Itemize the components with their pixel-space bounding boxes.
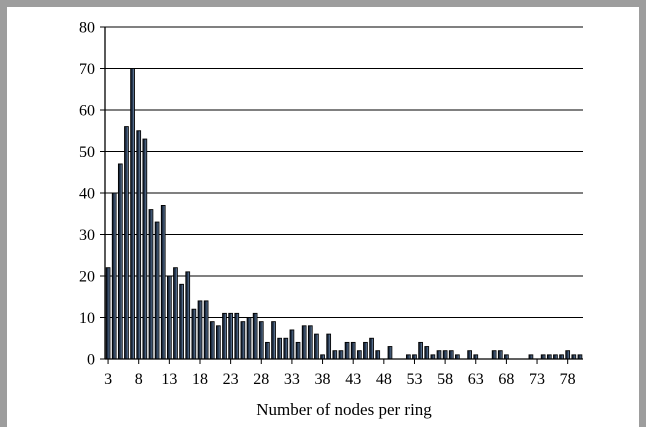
x-tick-label: 18 [192,371,208,388]
y-tick-label: 40 [79,186,95,203]
y-tick-label: 60 [79,103,95,120]
bar [234,312,240,360]
y-tick-label: 30 [79,227,95,244]
bar [326,333,332,360]
y-tick-label: 0 [87,352,95,369]
bar [111,192,117,360]
x-tick-label: 8 [135,371,143,388]
bar [497,350,503,360]
bar [124,126,129,360]
y-tick-label: 50 [79,144,95,161]
bar [344,341,350,360]
bar [222,312,227,360]
bar [197,300,203,360]
bar [105,267,111,360]
bar [448,350,454,360]
bar [179,283,184,360]
x-tick-label: 38 [315,371,331,388]
bar [307,325,313,360]
bar [436,350,442,360]
bar [363,341,368,360]
bar [467,350,472,360]
bar [130,68,135,360]
x-tick-label: 68 [498,371,514,388]
y-tick-label: 20 [79,269,95,286]
bars [105,68,583,360]
bar [418,341,423,360]
x-tick-label: 43 [345,371,361,388]
bar [491,350,497,360]
x-tick-label: 13 [161,371,177,388]
bar [369,337,374,360]
bar [271,321,276,360]
x-tick-label: 63 [468,371,484,388]
x-tick-label: 33 [284,371,300,388]
y-tick-labels: 0 10 20 30 40 50 60 70 80 [79,20,105,369]
x-tick-label: 53 [406,371,422,388]
bar [295,341,301,360]
bar [301,325,307,360]
x-tick-labels: 3 8 13 18 23 28 33 38 43 48 53 58 63 68 73 78 [104,359,576,388]
x-tick-label: 3 [104,371,112,388]
bar [117,163,123,360]
bar [265,341,270,360]
bar [356,350,362,360]
bar [246,317,252,360]
bar [252,312,258,360]
y-tick-label: 10 [79,310,95,327]
bar [240,321,246,360]
bar [442,350,448,360]
bar [375,350,381,360]
x-tick-label: 48 [376,371,392,388]
bar [332,350,338,360]
bar [314,333,319,360]
bar [142,138,148,360]
bar [258,321,264,360]
bar [289,329,295,360]
bar [203,300,209,360]
bar [424,346,430,360]
x-tick-label: 73 [529,371,545,388]
y-tick-label: 70 [79,61,95,78]
bar [338,350,344,360]
bar [565,350,571,360]
bar [185,271,191,360]
x-tick-label: 23 [223,371,239,388]
bar [148,209,154,360]
bar [387,346,393,360]
x-tick-label: 78 [560,371,576,388]
bar [228,312,233,360]
gridlines [105,26,583,318]
bar [136,130,142,360]
x-tick-label: 58 [437,371,453,388]
bar [173,267,178,360]
x-tick-label: 28 [253,371,269,388]
bar [154,221,160,360]
bar [160,204,166,360]
bar [277,337,282,360]
bar [283,337,289,360]
bar [191,308,197,360]
bar [350,341,356,360]
x-axis-label: Number of nodes per ring [256,400,432,419]
y-tick-label: 80 [79,20,95,37]
bar [216,325,221,360]
bar [209,321,215,360]
bar [166,275,172,360]
